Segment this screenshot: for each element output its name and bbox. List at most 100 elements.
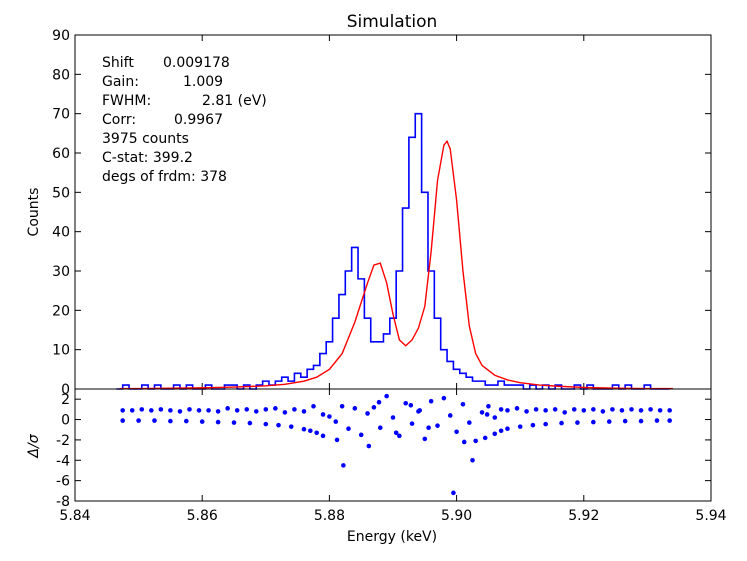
residual-point	[505, 426, 510, 432]
residual-point	[428, 398, 434, 404]
residual-point	[422, 436, 428, 442]
residual-point	[461, 439, 467, 445]
residual-point	[215, 419, 221, 425]
residual-point	[638, 418, 644, 424]
stat-dof: degs of frdm: 378	[102, 169, 227, 185]
chart-title: Simulation	[347, 12, 438, 32]
residual-point	[505, 408, 510, 413]
residual-point	[654, 418, 660, 423]
y-tick-label: 30	[52, 264, 70, 280]
residual-point	[346, 426, 351, 432]
data-histogram-line	[116, 112, 670, 390]
residual-point	[524, 409, 529, 414]
residual-point	[479, 410, 485, 415]
residual-point	[484, 412, 490, 417]
residual-point	[610, 407, 615, 412]
residual-point	[397, 433, 402, 439]
residual-point	[333, 419, 339, 424]
residual-point	[244, 407, 250, 412]
stat-fwhm-label: FWHM:	[102, 93, 151, 109]
residual-point	[408, 402, 414, 408]
y-tick-label: 2	[61, 392, 70, 408]
residual-point	[571, 407, 577, 412]
residual-point	[619, 408, 625, 413]
stat-shift-label: Shift	[102, 55, 134, 71]
residual-point	[365, 411, 370, 416]
residual-point	[377, 425, 383, 430]
residual-point	[314, 430, 319, 436]
stat-fwhm-value: 2.81 (eV)	[202, 93, 267, 109]
y-tick-label: -6	[56, 474, 70, 490]
residual-point	[514, 406, 520, 411]
residual-point	[417, 408, 423, 413]
residual-point	[451, 490, 456, 496]
y-tick-label: 50	[52, 185, 70, 201]
residual-point	[311, 404, 316, 409]
residual-point	[581, 408, 587, 413]
residual-point	[530, 422, 536, 428]
residual-point	[543, 408, 548, 413]
x-tick-label: 5.84	[59, 508, 90, 524]
residual-point	[638, 408, 644, 413]
residual-point	[184, 418, 189, 424]
residual-point	[562, 410, 568, 415]
x-tick-label: 5.88	[314, 508, 345, 524]
model-fit-line	[119, 139, 673, 390]
residual-point	[473, 438, 478, 444]
residual-point	[288, 424, 294, 429]
stat-cstat: C-stat: 399.2	[102, 150, 193, 166]
residual-point	[152, 418, 157, 423]
residual-point	[196, 408, 202, 413]
residual-point	[231, 420, 237, 425]
fit-stats-box: Shift 0.009178 Gain: 1.009 FWHM: 2.81 (e…	[102, 55, 267, 185]
residual-point	[657, 408, 663, 413]
residual-point	[426, 425, 431, 430]
x-tick-label: 5.86	[187, 508, 218, 524]
residual-point	[234, 408, 240, 413]
y-tick-label: 0	[61, 382, 70, 398]
residual-point	[600, 409, 606, 414]
residual-point	[376, 399, 382, 405]
residual-point	[543, 421, 548, 427]
residual-point	[492, 431, 498, 437]
y-tick-label: -8	[56, 494, 70, 510]
residual-point	[371, 405, 377, 410]
residual-point	[470, 457, 475, 463]
residual-point	[409, 421, 415, 426]
stat-gain-value: 1.009	[183, 74, 223, 90]
top-y-ticks: 0 10 20 30 40 50 60 70 80 90	[52, 28, 712, 398]
residual-point	[301, 409, 307, 414]
residual-point	[334, 437, 340, 443]
residual-point	[215, 409, 221, 414]
residual-point	[454, 429, 459, 435]
y-axis-label-counts: Counts	[26, 188, 42, 237]
residual-point	[273, 406, 278, 411]
x-tick-label: 5.94	[695, 508, 726, 524]
residual-point	[667, 408, 672, 413]
residual-point	[575, 420, 580, 425]
residual-point	[667, 418, 672, 423]
y-tick-label: 90	[52, 28, 70, 44]
residual-point	[292, 407, 297, 412]
top-axes-frame	[74, 34, 712, 390]
residual-point	[366, 443, 372, 449]
y-axis-label-residual: Δ/σ	[26, 433, 42, 458]
residual-point	[341, 463, 346, 468]
residual-point	[606, 419, 612, 424]
residual-point	[320, 433, 326, 439]
residual-point	[263, 421, 269, 427]
x-tick-label: 5.90	[441, 508, 472, 524]
residual-point	[199, 419, 205, 424]
residual-point	[403, 400, 409, 406]
residual-point	[622, 418, 628, 424]
y-tick-label: 60	[52, 146, 70, 162]
residual-point	[327, 414, 332, 419]
residual-point	[552, 407, 558, 412]
stat-gain-label: Gain:	[102, 74, 139, 90]
residual-point	[136, 418, 141, 423]
y-tick-label: 80	[52, 67, 70, 83]
residual-point	[447, 413, 453, 418]
residual-point	[253, 409, 259, 414]
residual-point	[263, 407, 269, 412]
residual-point	[384, 393, 389, 399]
